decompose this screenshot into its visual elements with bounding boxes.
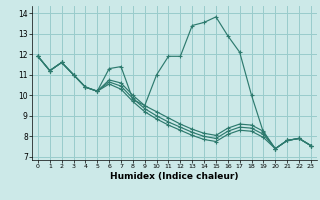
X-axis label: Humidex (Indice chaleur): Humidex (Indice chaleur) [110,172,239,181]
